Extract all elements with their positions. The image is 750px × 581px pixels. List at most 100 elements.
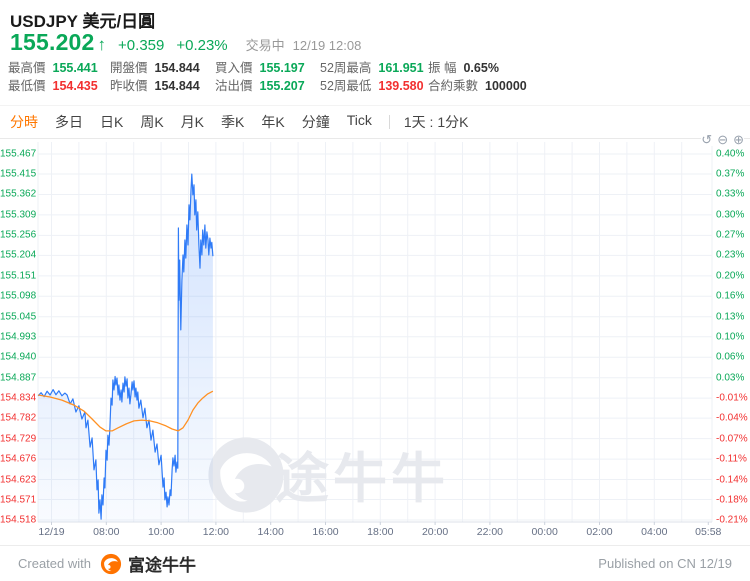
x-axis-time-label: 12:00	[202, 526, 230, 538]
stat-item: 最高價 155.441	[8, 60, 110, 78]
y-axis-price-label: 154.940	[0, 351, 37, 363]
y-axis-percent-label: -0.11%	[716, 453, 747, 465]
stat-item: 合約乘數 100000	[428, 78, 527, 96]
tab-分時[interactable]: 分時	[10, 114, 38, 130]
stat-value: 154.844	[154, 61, 200, 75]
stat-value: 155.207	[259, 78, 305, 93]
y-axis-price-label: 154.518	[0, 514, 37, 526]
intraday-chart[interactable]: 富途牛牛 155.467 155.415 155.362 155.309 155.256…	[0, 140, 750, 545]
y-axis-percent-label: 0.10%	[716, 331, 745, 343]
last-price: 155.202	[10, 29, 95, 55]
tab-分鐘[interactable]: 分鐘	[301, 114, 330, 130]
tab-Tick[interactable]: Tick	[346, 112, 372, 128]
y-axis-percent-label: 0.30%	[716, 209, 745, 221]
footer-brand-group: Created with 富途牛牛	[18, 551, 196, 576]
watermark: 富途牛牛	[205, 434, 449, 513]
x-axis-time-label: 20:00	[421, 526, 449, 538]
stat-label: 最高價	[8, 61, 46, 75]
stat-value: 161.951	[378, 61, 424, 75]
created-with-label: Created with	[18, 556, 91, 571]
y-axis-percent-label: 0.13%	[716, 311, 745, 323]
y-axis-price-label: 154.571	[0, 494, 37, 506]
y-axis-percent-label: 0.40%	[716, 148, 745, 160]
tab-divider	[388, 115, 390, 129]
stat-value: 155.441	[52, 61, 98, 75]
quote-stats-grid: 最高價 155.441 開盤價 154.844 買入價 155.197 52周最高 161.9…	[8, 60, 527, 95]
stat-value: 139.580	[378, 78, 424, 93]
y-axis-percent-label: -0.14%	[716, 474, 748, 485]
x-axis-time-label: 02:00	[586, 526, 613, 538]
chart-tab-bar: 分時 多日 日K 周K 月K 季K 年K 分鐘 Tick 1天 : 1分K	[0, 105, 750, 139]
y-axis-percent-label: 0.33%	[716, 188, 745, 200]
y-axis-price-label: 155.415	[0, 168, 37, 180]
tab-月K[interactable]: 月K	[180, 114, 205, 130]
y-axis-price-label: 155.309	[0, 209, 37, 221]
reset-zoom-icon[interactable]: ↺	[701, 132, 713, 147]
stat-label: 買入價	[215, 61, 253, 75]
x-axis-time-label: 14:00	[257, 526, 284, 538]
stat-label: 沽出價	[215, 78, 253, 93]
stat-item: 52周最低 139.580	[320, 78, 428, 96]
price-area-fill	[38, 174, 213, 522]
stat-item: 買入價 155.197	[215, 60, 320, 78]
y-axis-price-label: 155.098	[0, 290, 37, 302]
y-axis-price-label: 155.362	[0, 188, 37, 200]
stat-value: 155.197	[259, 61, 305, 75]
stat-item: 振 幅 0.65%	[428, 60, 499, 78]
x-axis-time-label: 08:00	[93, 526, 120, 538]
average-line	[37, 390, 214, 432]
stat-label: 振 幅	[428, 61, 457, 75]
y-axis-price-label: 154.887	[0, 372, 37, 384]
period-selector[interactable]: 1天 : 1分K	[403, 114, 469, 130]
price-series	[37, 173, 214, 522]
y-axis-price-label: 154.623	[0, 474, 37, 485]
page-title: USDJPY 美元/日圓	[10, 12, 156, 31]
y-axis-percent-label: -0.01%	[716, 392, 748, 404]
stat-value: 0.65%	[463, 61, 499, 75]
tab-季K[interactable]: 季K	[221, 114, 245, 130]
y-axis-percent-label: -0.18%	[716, 494, 748, 506]
futu-logo-icon	[208, 437, 284, 513]
futu-logo-icon	[100, 553, 122, 574]
stat-item: 最低價 154.435	[8, 78, 110, 96]
chart-zoom-tools: ↺ ⊖ ⊕	[701, 133, 744, 146]
y-axis-price-label: 155.204	[0, 249, 37, 261]
x-axis-time-label: 12/19	[38, 526, 65, 538]
zoom-in-icon[interactable]: ⊕	[733, 132, 744, 147]
quote-timestamp: 12/19 12:08	[292, 38, 362, 53]
stat-item: 昨收價 154.844	[110, 78, 215, 96]
stat-item: 開盤價 154.844	[110, 60, 215, 78]
zoom-out-icon[interactable]: ⊖	[717, 132, 729, 147]
price-line	[37, 173, 214, 520]
y-axis-percent-label: 0.27%	[716, 229, 745, 241]
chart-tabs: 分時 多日 日K 周K 月K 季K 年K 分鐘 Tick	[10, 112, 389, 132]
tab-多日[interactable]: 多日	[55, 114, 83, 130]
market-status: 交易中	[245, 38, 285, 53]
y-axis-price-label: 154.676	[0, 453, 37, 465]
y-axis-percent-label: 0.20%	[716, 270, 745, 282]
footer-bar: Created with 富途牛牛 Published on CN 12/19	[0, 545, 750, 581]
stat-label: 合約乘數	[428, 78, 479, 93]
x-axis-time-label: 05:58	[695, 526, 722, 538]
y-axis-percent-label: 0.03%	[716, 372, 745, 384]
brand-name: 富途牛牛	[127, 556, 196, 575]
stat-value: 100000	[485, 78, 527, 93]
y-axis-price-label: 154.834	[0, 392, 37, 404]
y-axis-percent-label: -0.04%	[716, 412, 748, 424]
x-axis-time-label: 18:00	[367, 526, 394, 538]
y-axis-price-label: 154.993	[0, 331, 37, 343]
tab-周K[interactable]: 周K	[140, 114, 164, 130]
y-axis-percent-label: -0.07%	[716, 433, 748, 445]
y-axis-percent-label: 0.23%	[716, 249, 745, 261]
tab-年K[interactable]: 年K	[261, 114, 285, 130]
stat-value: 154.844	[154, 78, 200, 93]
tab-日K[interactable]: 日K	[100, 114, 124, 130]
stat-label: 52周最低	[320, 78, 372, 93]
y-axis-price-label: 155.256	[0, 229, 37, 241]
x-axis-time-label: 22:00	[476, 526, 504, 538]
y-axis-price-label: 154.729	[0, 433, 37, 445]
y-axis-price-label: 154.782	[0, 412, 37, 424]
stats-row: 最高價 155.441 開盤價 154.844 買入價 155.197 52周最高 161.9…	[8, 60, 527, 78]
stat-label: 最低價	[8, 78, 46, 93]
